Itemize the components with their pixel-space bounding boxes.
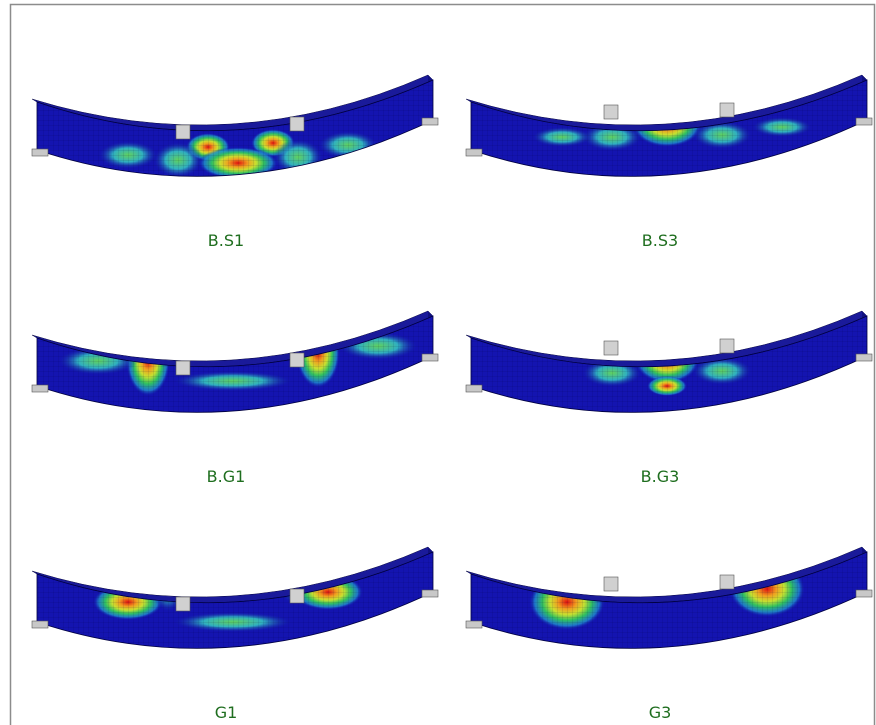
- panel-label: B.S3: [642, 231, 678, 250]
- support: [32, 149, 48, 156]
- support: [422, 590, 438, 597]
- beam-panel: [28, 75, 438, 215]
- loading-plate: [604, 105, 618, 119]
- loading-plate: [176, 361, 190, 375]
- beam-panel: [462, 547, 872, 687]
- loading-plate: [720, 575, 734, 589]
- support: [422, 118, 438, 125]
- loading-plate: [720, 103, 734, 117]
- panel-label: B.S1: [208, 231, 244, 250]
- support: [856, 118, 872, 125]
- loading-plate: [176, 597, 190, 611]
- support: [32, 621, 48, 628]
- loading-plate: [290, 589, 304, 603]
- panel-label: G3: [649, 703, 672, 722]
- loading-plate: [290, 353, 304, 367]
- loading-plate: [720, 339, 734, 353]
- support: [856, 590, 872, 597]
- loading-plate: [604, 577, 618, 591]
- loading-plate: [604, 341, 618, 355]
- beam-panel: [462, 311, 872, 451]
- beam-panel: [28, 311, 438, 451]
- figure: B.S1 B.S3 B.G1 B.G3 G1 G3: [0, 0, 876, 725]
- panel-label: G1: [215, 703, 238, 722]
- support: [32, 385, 48, 392]
- support: [466, 621, 482, 628]
- panel-label: B.G1: [207, 467, 246, 486]
- beam-panel: [28, 547, 438, 687]
- support: [422, 354, 438, 361]
- loading-plate: [290, 117, 304, 131]
- support: [466, 149, 482, 156]
- panel-label: B.G3: [641, 467, 680, 486]
- support: [856, 354, 872, 361]
- beam-panel: [462, 75, 872, 215]
- support: [466, 385, 482, 392]
- loading-plate: [176, 125, 190, 139]
